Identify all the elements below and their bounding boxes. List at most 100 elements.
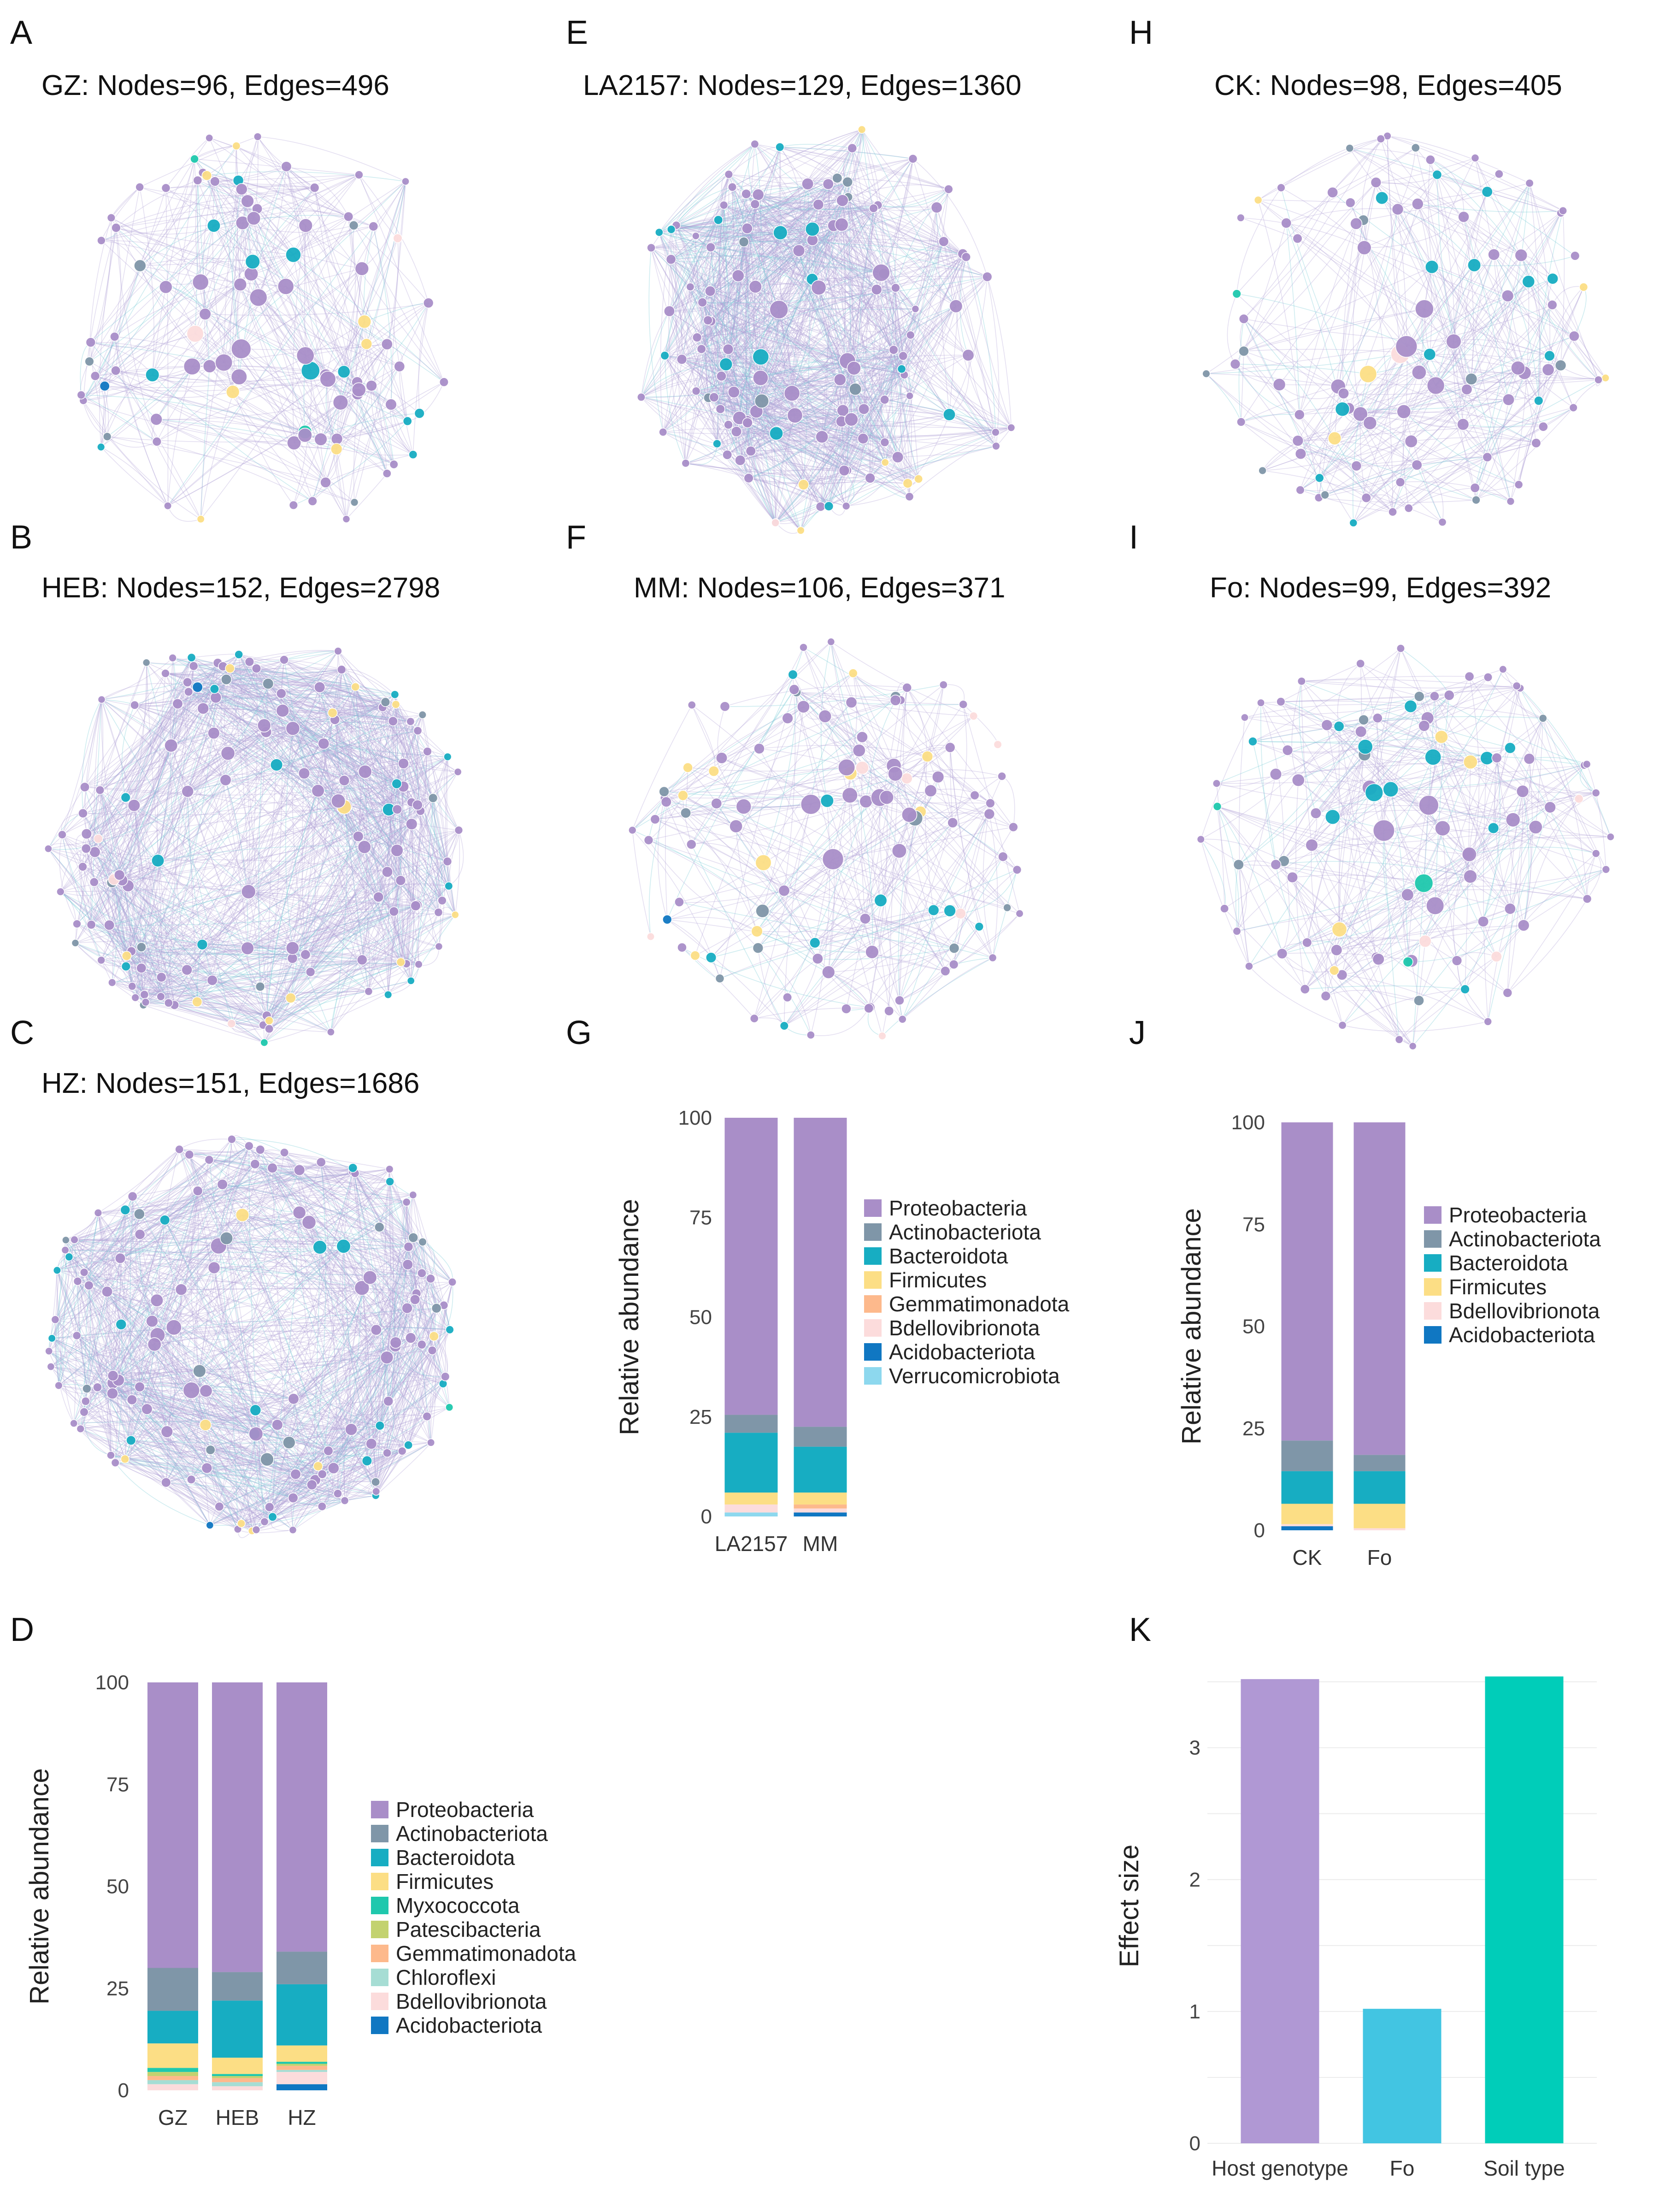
- network-node: [939, 680, 948, 690]
- network-node: [944, 742, 956, 753]
- network-node: [901, 807, 918, 823]
- network-node: [90, 371, 100, 381]
- network-title-gz: GZ: Nodes=96, Edges=496: [41, 70, 389, 101]
- legend-swatch: [371, 1993, 388, 2010]
- network-node: [337, 665, 347, 674]
- network-node: [659, 428, 668, 437]
- network-node: [677, 942, 687, 953]
- network-node: [822, 178, 834, 190]
- bar-fo: [1363, 2009, 1441, 2143]
- network-node: [51, 1315, 60, 1324]
- network-node: [120, 1204, 131, 1215]
- network-node: [245, 254, 260, 270]
- network-node: [314, 681, 326, 693]
- network-node: [360, 338, 373, 350]
- network-node: [906, 392, 914, 400]
- network-node: [332, 395, 349, 411]
- network-node: [403, 1242, 414, 1252]
- network-node: [151, 854, 165, 867]
- network-node: [164, 738, 178, 753]
- network-node: [230, 368, 247, 385]
- network-node: [806, 1031, 815, 1039]
- network-node: [659, 786, 670, 797]
- network-node: [307, 496, 318, 506]
- network-node: [350, 498, 359, 507]
- network-node: [382, 1448, 392, 1458]
- network-node: [361, 1455, 372, 1466]
- network-node: [437, 896, 447, 905]
- legend-item-chloroflexi: Chloroflexi: [371, 1965, 576, 1989]
- network-node: [906, 330, 915, 340]
- network-node: [215, 354, 233, 372]
- network-node: [1015, 909, 1024, 918]
- network-node: [674, 897, 684, 907]
- network-node: [1415, 299, 1434, 319]
- network-node: [89, 877, 99, 887]
- network-node: [827, 637, 835, 646]
- network-node: [454, 826, 464, 835]
- network-node: [771, 518, 780, 527]
- network-node: [815, 430, 829, 444]
- network-node: [773, 225, 788, 240]
- legend-item-actinobacteriota: Actinobacteriota: [1424, 1227, 1601, 1251]
- legend-item-bdellovibrionota: Bdellovibrionota: [864, 1316, 1069, 1340]
- network-node: [988, 953, 997, 962]
- network-node: [647, 932, 655, 941]
- network-node: [388, 716, 398, 726]
- legend-swatch: [864, 1295, 882, 1313]
- x-tick-label: Fo: [1390, 2156, 1415, 2180]
- network-node: [192, 1186, 203, 1196]
- network-node: [715, 404, 725, 414]
- network-node: [205, 134, 214, 142]
- network-node: [128, 982, 137, 991]
- legend-label: Verrucomicrobiota: [889, 1364, 1060, 1388]
- network-node: [276, 704, 290, 718]
- network-node: [343, 211, 354, 222]
- network-node: [260, 1452, 274, 1467]
- network-node: [805, 222, 820, 237]
- network-node: [442, 856, 453, 867]
- network-node: [84, 1280, 94, 1291]
- network-node: [874, 894, 888, 907]
- network-node: [97, 956, 106, 965]
- panel-label-j: J: [1129, 1015, 1146, 1051]
- network-node: [1488, 248, 1500, 261]
- panel-label-h: H: [1129, 14, 1153, 51]
- network-node: [164, 998, 173, 1008]
- network-node: [628, 826, 637, 835]
- network-node: [692, 332, 702, 342]
- network-node: [857, 433, 869, 444]
- network-node: [664, 305, 675, 317]
- network-node: [115, 1319, 127, 1330]
- network-node: [709, 392, 719, 402]
- legend-label: Actinobacteriota: [396, 1822, 548, 1846]
- network-node: [207, 1261, 221, 1274]
- network-node: [422, 1411, 432, 1422]
- network-node: [241, 884, 256, 899]
- network-node: [190, 154, 199, 164]
- network-node: [749, 1014, 759, 1023]
- legend-swatch: [371, 1897, 388, 1914]
- network-node: [836, 194, 849, 207]
- network-node: [402, 1197, 411, 1207]
- network-node: [728, 182, 737, 192]
- network-node: [405, 1332, 417, 1344]
- network-node: [285, 247, 301, 263]
- network-node: [716, 371, 727, 382]
- network-node: [187, 653, 196, 662]
- network-node: [835, 218, 849, 232]
- network-node: [300, 949, 311, 960]
- network-node: [898, 351, 908, 361]
- network-title-la2157: LA2157: Nodes=129, Edges=1360: [583, 70, 1022, 101]
- network-node: [742, 417, 753, 428]
- network-title-fo: Fo: Nodes=99, Edges=392: [1210, 572, 1552, 604]
- y-tick-label: 0: [1189, 2132, 1200, 2155]
- network-node: [111, 1458, 120, 1467]
- network-node: [84, 356, 94, 366]
- network-node: [71, 939, 80, 947]
- network-node: [1351, 460, 1362, 472]
- legend-swatch: [864, 1223, 882, 1241]
- network-title-ck: CK: Nodes=98, Edges=405: [1214, 70, 1562, 101]
- network-node: [412, 799, 423, 811]
- network-node: [287, 435, 302, 450]
